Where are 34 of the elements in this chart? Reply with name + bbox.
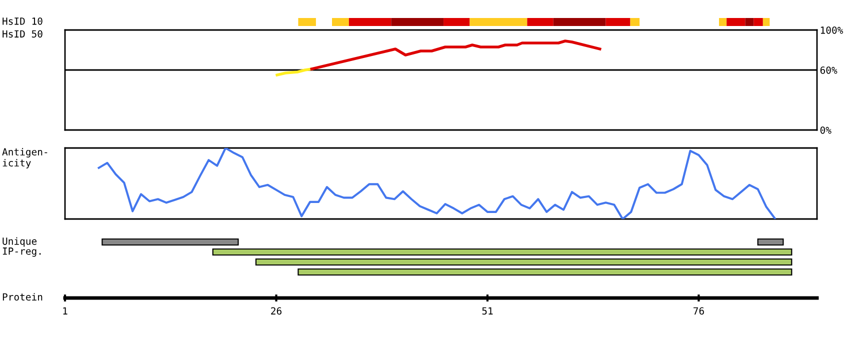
x-tick-label: 26	[271, 307, 282, 315]
bar	[470, 18, 528, 26]
bar	[348, 18, 392, 26]
x-tick-label: 51	[482, 307, 493, 315]
y-axis-title: Antigen- icity	[2, 148, 48, 168]
bar	[757, 238, 784, 246]
line-series	[310, 40, 602, 70]
bar	[726, 18, 746, 26]
bar	[332, 18, 349, 26]
bar	[762, 18, 770, 26]
bar	[298, 268, 792, 276]
bar	[298, 18, 316, 26]
bar	[630, 18, 640, 26]
x-tick-label: 1	[63, 307, 68, 314]
bar	[754, 18, 763, 26]
y-tick-label: Unique	[2, 237, 37, 247]
bar	[745, 18, 754, 26]
y-tick-label: HsID 10	[2, 17, 42, 25]
y-tick-label: 0%	[820, 126, 832, 134]
bar	[718, 18, 727, 26]
bar	[212, 248, 792, 256]
y-tick-label: 60%	[820, 66, 838, 74]
bar	[606, 18, 630, 26]
bar	[255, 258, 792, 266]
bar	[102, 238, 239, 246]
bar	[444, 18, 470, 26]
bar	[553, 18, 606, 26]
y-axis-title: HsID 50	[2, 30, 42, 38]
y-tick-label: 100%	[820, 26, 844, 34]
x-axis-title: Protein	[2, 293, 42, 301]
bar	[527, 18, 554, 26]
y-tick-label: IP-reg.	[2, 248, 41, 257]
bar	[391, 18, 444, 26]
x-tick-label: 76	[694, 307, 704, 315]
